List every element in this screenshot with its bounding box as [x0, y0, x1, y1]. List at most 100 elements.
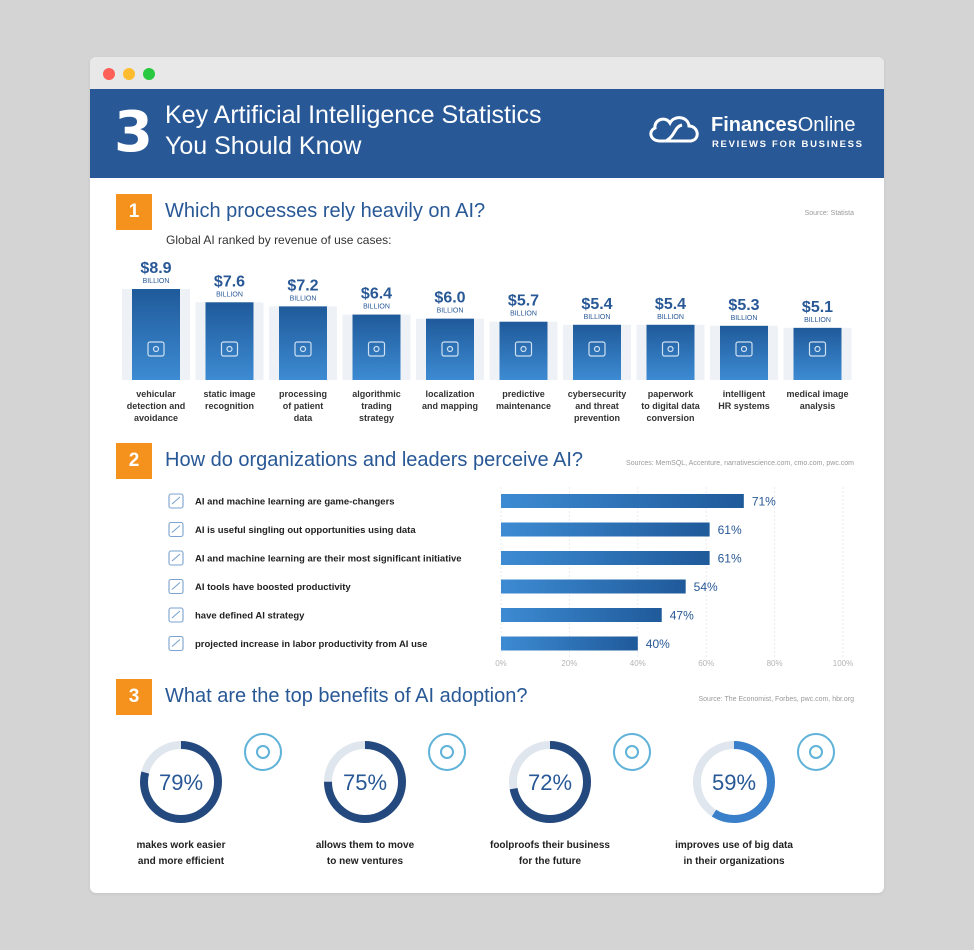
donut-value-label: 79% [159, 770, 203, 795]
patient-record-icon [294, 341, 312, 357]
location-pin-icon [441, 341, 459, 357]
section-2-source: Sources: MemSQL, Accenture, narrativesci… [626, 460, 854, 467]
category-label: data [294, 413, 314, 423]
benefit-label: allows them to move [316, 840, 415, 851]
perception-label: AI and machine learning are game-changer… [195, 497, 395, 508]
x-tick-label: 60% [698, 659, 714, 668]
donut-arc [509, 741, 591, 823]
perception-bar-chart: 0% 20% 40% 60% 80% 100% AI and machine learnin… [168, 487, 853, 668]
perception-label: AI tools have boosted productivity [195, 582, 351, 593]
people-network-icon [735, 341, 753, 357]
category-label: recognition [205, 401, 254, 411]
category-label: paperwork [648, 389, 695, 399]
category-label: trading [361, 401, 392, 411]
category-label: static image [203, 389, 255, 399]
perception-bar [501, 579, 686, 594]
bar-value-label: $7.2 [287, 277, 318, 294]
bar-value-label: $5.3 [728, 297, 759, 314]
category-label: processing [279, 389, 327, 399]
rocket-icon [428, 733, 466, 771]
category-label: avoidance [134, 413, 178, 423]
perception-value-label: 61% [718, 552, 742, 566]
bar-value-label: $6.4 [361, 286, 392, 303]
x-tick-label: 80% [767, 659, 783, 668]
trophy-icon [168, 493, 184, 509]
document-icon [661, 341, 680, 357]
category-label: and threat [575, 401, 619, 411]
category-label: localization [425, 389, 474, 399]
close-window-button[interactable] [103, 68, 115, 80]
bar-value-label: $5.7 [508, 293, 539, 310]
bar [279, 306, 327, 380]
benefit-label: in their organizations [683, 856, 785, 867]
logo-tagline: REVIEWS FOR BUSINESS [712, 139, 864, 150]
infographic-header: 3 Key Artificial Intelligence Statistics… [90, 89, 884, 178]
category-label: prevention [574, 413, 620, 423]
benefit-label: makes work easier [137, 840, 226, 851]
category-label: medical image [786, 389, 848, 399]
category-label: vehicular [136, 389, 176, 399]
category-label: analysis [800, 401, 836, 411]
perception-bar [501, 551, 710, 565]
gears-icon [514, 341, 533, 357]
bar [426, 318, 474, 380]
x-tick-label: 20% [561, 659, 577, 668]
category-label: strategy [359, 413, 394, 423]
section-2-title: How do organizations and leaders perceiv… [165, 449, 584, 471]
bar-value-label: $6.0 [434, 290, 465, 307]
benefits-donut-charts: 79% makes work easier and more efficient 75… [137, 733, 835, 867]
bar [720, 325, 768, 380]
section-3-title: What are the top benefits of AI adoption… [165, 685, 528, 707]
trading-chart-icon [367, 341, 386, 357]
window-titlebar [90, 57, 884, 89]
donut-value-label: 72% [528, 770, 572, 795]
x-tick-label: 40% [630, 659, 646, 668]
perception-value-label: 54% [694, 580, 718, 594]
section-1-source: Source: Statista [804, 210, 854, 217]
donut-value-label: 59% [712, 770, 756, 795]
bar-unit-label: BILLION [143, 278, 170, 285]
perception-value-label: 47% [670, 609, 694, 623]
bar-unit-label: BILLION [804, 317, 831, 324]
strategy-icon [168, 607, 184, 623]
header-number: 3 [114, 100, 153, 165]
bar-value-label: $8.9 [140, 260, 171, 277]
header-title: Key Artificial Intelligence Statistics Y… [165, 101, 542, 160]
category-label: maintenance [496, 401, 551, 411]
bar [793, 327, 842, 380]
bar-value-label: $5.1 [802, 299, 833, 316]
maximize-window-button[interactable] [143, 68, 155, 80]
donut-arc [693, 741, 775, 823]
benefit-label: improves use of big data [675, 840, 793, 851]
category-label: of patient [283, 401, 324, 411]
bar-unit-label: BILLION [290, 295, 317, 302]
perception-value-label: 71% [752, 495, 776, 509]
bar-unit-label: BILLION [363, 304, 390, 311]
padlock-icon [588, 341, 606, 357]
bar-value-label: $5.4 [655, 296, 686, 313]
network-icon [797, 733, 835, 771]
perception-label: AI and machine learning are their most s… [195, 554, 462, 565]
bar [352, 314, 401, 380]
bar-unit-label: BILLION [657, 314, 684, 321]
growth-chart-icon [168, 578, 184, 595]
category-label: algorithmic [352, 389, 401, 399]
section-1-badge: 1 [116, 194, 152, 230]
section-1-subtitle: Global AI ranked by revenue of use cases… [166, 233, 392, 247]
donut-arc [324, 741, 406, 823]
logo-name: FinancesOnline [711, 114, 856, 136]
perception-bar [501, 636, 638, 651]
bar-unit-label: BILLION [216, 291, 243, 298]
perception-label: AI is useful singling out opportunities … [195, 525, 416, 536]
minimize-window-button[interactable] [123, 68, 135, 80]
section-2-badge: 2 [116, 443, 152, 479]
category-label: to digital data [641, 401, 700, 411]
cloud-logo-icon [649, 116, 699, 143]
shield-check-icon [613, 733, 651, 771]
brain-icon [168, 550, 184, 566]
benefit-label: and more efficient [138, 856, 225, 867]
image-icon [220, 341, 239, 357]
bar-unit-label: BILLION [584, 314, 611, 321]
data-search-icon [168, 521, 184, 538]
